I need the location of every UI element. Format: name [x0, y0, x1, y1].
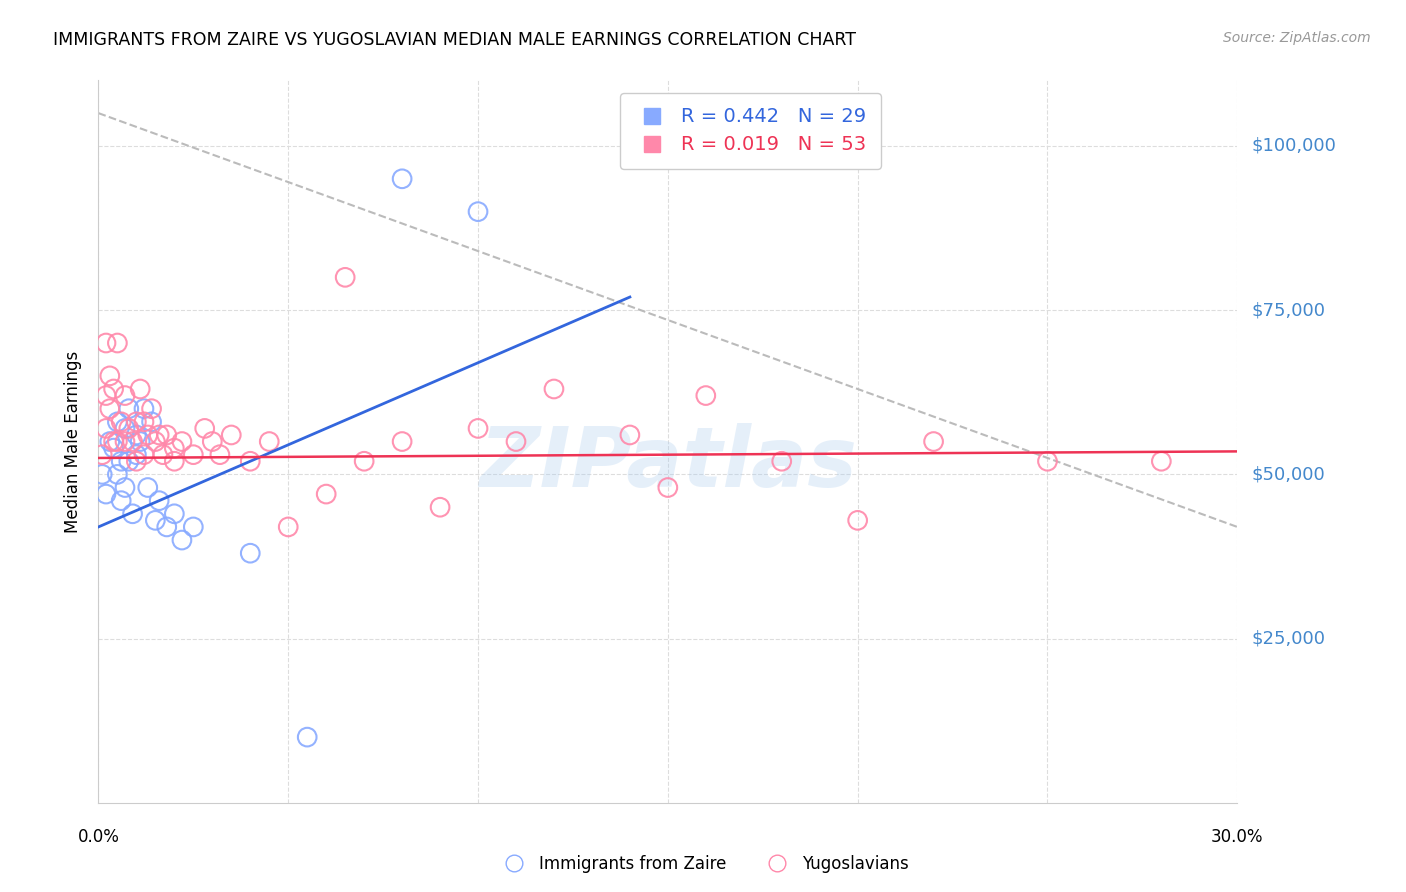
Point	[98, 368, 121, 383]
Point	[148, 493, 170, 508]
Point	[125, 415, 148, 429]
Point	[239, 546, 262, 560]
Point	[163, 454, 186, 468]
Point	[391, 434, 413, 449]
Point	[103, 382, 125, 396]
Point	[118, 401, 141, 416]
Point	[121, 507, 143, 521]
Text: $50,000: $50,000	[1251, 466, 1324, 483]
Point	[1150, 454, 1173, 468]
Point	[183, 520, 205, 534]
Point	[145, 434, 167, 449]
Point	[91, 448, 114, 462]
Point	[121, 434, 143, 449]
Text: 30.0%: 30.0%	[1211, 828, 1264, 846]
Point	[1036, 454, 1059, 468]
Point	[110, 493, 132, 508]
Point	[170, 533, 193, 547]
Point	[315, 487, 337, 501]
Point	[125, 448, 148, 462]
Point	[391, 171, 413, 186]
Point	[183, 448, 205, 462]
Text: Source: ZipAtlas.com: Source: ZipAtlas.com	[1223, 31, 1371, 45]
Point	[94, 336, 117, 351]
Point	[132, 401, 155, 416]
Point	[132, 448, 155, 462]
Point	[110, 415, 132, 429]
Point	[152, 448, 174, 462]
Point	[103, 434, 125, 449]
Point	[156, 520, 179, 534]
Point	[163, 441, 186, 455]
Legend: Immigrants from Zaire, Yugoslavians: Immigrants from Zaire, Yugoslavians	[491, 848, 915, 880]
Point	[619, 428, 641, 442]
Point	[107, 434, 129, 449]
Point	[94, 421, 117, 435]
Point	[239, 454, 262, 468]
Point	[201, 434, 224, 449]
Point	[136, 428, 159, 442]
Point	[148, 428, 170, 442]
Point	[132, 415, 155, 429]
Point	[107, 467, 129, 482]
Point	[277, 520, 299, 534]
Point	[125, 454, 148, 468]
Point	[110, 454, 132, 468]
Y-axis label: Median Male Earnings: Median Male Earnings	[65, 351, 83, 533]
Point	[846, 513, 869, 527]
Point	[94, 388, 117, 402]
Point	[107, 415, 129, 429]
Point	[114, 434, 136, 449]
Point	[505, 434, 527, 449]
Point	[695, 388, 717, 402]
Point	[156, 428, 179, 442]
Point	[194, 421, 217, 435]
Point	[98, 434, 121, 449]
Point	[163, 507, 186, 521]
Point	[114, 388, 136, 402]
Point	[467, 204, 489, 219]
Point	[98, 401, 121, 416]
Point	[170, 434, 193, 449]
Point	[129, 382, 152, 396]
Point	[91, 467, 114, 482]
Point	[118, 454, 141, 468]
Point	[129, 434, 152, 449]
Point	[145, 513, 167, 527]
Point	[114, 421, 136, 435]
Text: ZIPatlas: ZIPatlas	[479, 423, 856, 504]
Text: $100,000: $100,000	[1251, 137, 1336, 155]
Point	[141, 401, 163, 416]
Point	[136, 481, 159, 495]
Point	[657, 481, 679, 495]
Text: IMMIGRANTS FROM ZAIRE VS YUGOSLAVIAN MEDIAN MALE EARNINGS CORRELATION CHART: IMMIGRANTS FROM ZAIRE VS YUGOSLAVIAN MED…	[53, 31, 856, 49]
Point	[118, 421, 141, 435]
Point	[125, 428, 148, 442]
Point	[259, 434, 281, 449]
Legend: R = 0.442   N = 29, R = 0.019   N = 53: R = 0.442 N = 29, R = 0.019 N = 53	[620, 93, 882, 169]
Point	[429, 500, 451, 515]
Point	[770, 454, 793, 468]
Point	[922, 434, 945, 449]
Text: $75,000: $75,000	[1251, 301, 1326, 319]
Point	[114, 481, 136, 495]
Point	[297, 730, 319, 744]
Text: $25,000: $25,000	[1251, 630, 1326, 648]
Point	[103, 441, 125, 455]
Point	[208, 448, 231, 462]
Point	[467, 421, 489, 435]
Point	[141, 415, 163, 429]
Point	[107, 336, 129, 351]
Point	[221, 428, 243, 442]
Text: 0.0%: 0.0%	[77, 828, 120, 846]
Point	[335, 270, 357, 285]
Point	[353, 454, 375, 468]
Point	[543, 382, 565, 396]
Point	[94, 487, 117, 501]
